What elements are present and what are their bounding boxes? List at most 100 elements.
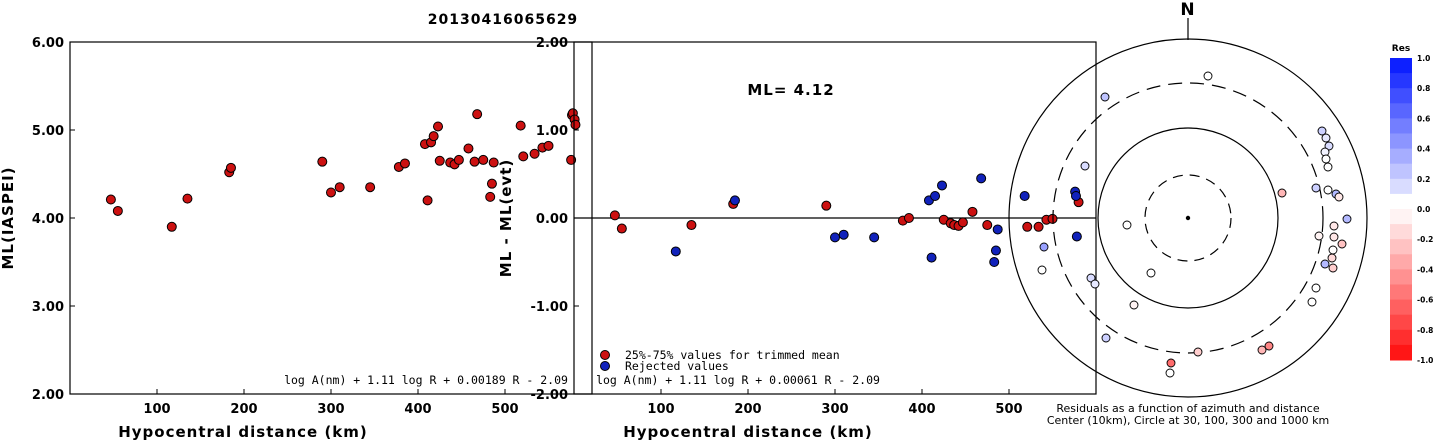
colorbar-cell xyxy=(1390,193,1412,210)
residual-point xyxy=(957,217,968,228)
middle-y-axis-label: ML - ML(evt) xyxy=(497,159,515,277)
residual-point xyxy=(989,257,1000,267)
station-residual-marker xyxy=(1101,333,1111,343)
circle-300km xyxy=(1052,82,1324,354)
y-tick-label: 3.00 xyxy=(32,300,64,315)
x-tick-label: 200 xyxy=(734,402,761,417)
x-tick-label: 100 xyxy=(143,402,170,417)
ml-station-point xyxy=(485,191,496,202)
station-residual-marker xyxy=(1086,273,1096,283)
y-tick-label: 1.00 xyxy=(536,124,568,139)
colorbar-tick-label: 0.2 xyxy=(1417,175,1430,184)
residual-point xyxy=(930,191,941,201)
station-residual-marker xyxy=(1342,214,1352,224)
y-tick-label: 6.00 xyxy=(32,36,64,51)
epicenter-marker xyxy=(1185,215,1191,221)
station-residual-markers xyxy=(1037,71,1352,378)
legend-label: 25%-75% values for trimmed mean xyxy=(625,348,840,362)
ml-station-point xyxy=(463,143,474,154)
y-tick-label: 4.00 xyxy=(32,212,64,227)
residual-point xyxy=(990,245,1001,256)
y-tick-label: 5.00 xyxy=(32,124,64,139)
y-tick-label: -2.00 xyxy=(531,388,568,403)
colorbar-tick-label: -1.0 xyxy=(1417,356,1433,365)
colorbar-cell xyxy=(1390,269,1412,285)
station-residual-marker xyxy=(1329,232,1339,242)
colorbar-cell xyxy=(1390,103,1412,119)
residual-point xyxy=(1022,221,1033,232)
x-tick-label: 400 xyxy=(908,402,935,417)
station-residual-marker xyxy=(1329,221,1339,231)
figure-title: 20130416065629 xyxy=(428,12,578,28)
ml-station-point xyxy=(317,156,328,167)
colorbar-cell xyxy=(1390,178,1412,195)
colorbar-tick-label: 0.4 xyxy=(1417,145,1430,154)
station-residual-marker xyxy=(1264,341,1274,351)
ml-station-point xyxy=(434,155,445,166)
left-data-points xyxy=(105,108,581,232)
residual-point xyxy=(729,195,740,206)
station-residual-marker xyxy=(1100,92,1110,102)
ml-station-point xyxy=(515,120,526,131)
colorbar-tick-label: 1.0 xyxy=(1417,54,1430,63)
station-residual-marker xyxy=(1328,245,1338,255)
ml-station-point xyxy=(326,187,336,198)
left-x-ticks: 100 200 300 400 500 xyxy=(143,389,519,417)
colorbar-tick-label: -0.2 xyxy=(1417,235,1433,244)
station-residual-marker xyxy=(1323,185,1333,195)
residual-point xyxy=(670,246,681,257)
colorbar-tick-label: -0.4 xyxy=(1417,265,1433,274)
middle-data-points xyxy=(609,173,1084,267)
ml-station-point xyxy=(518,151,529,162)
ml-station-point xyxy=(472,109,483,120)
ml-station-point xyxy=(182,193,193,204)
ml-station-point xyxy=(529,148,540,159)
residual-point xyxy=(1071,231,1082,242)
station-residual-marker xyxy=(1090,279,1100,289)
left-x-axis-label: Hypocentral distance (km) xyxy=(118,423,368,441)
station-residual-marker xyxy=(1165,368,1175,378)
station-residual-marker xyxy=(1311,183,1321,193)
residual-point xyxy=(616,223,627,234)
station-residual-marker xyxy=(1317,126,1327,136)
colorbar-cell xyxy=(1390,163,1412,180)
residual-point xyxy=(838,229,849,240)
ml-station-point xyxy=(566,154,577,165)
colorbar-cell xyxy=(1390,73,1412,89)
polar-caption-line2: Center (10km), Circle at 30, 100, 300 an… xyxy=(1047,414,1329,427)
circle-100km xyxy=(1097,127,1279,309)
middle-formula: log A(nm) + 1.11 log R + 0.00061 R - 2.0… xyxy=(596,373,880,387)
station-residual-marker xyxy=(1039,242,1049,252)
middle-x-ticks: 100 200 300 400 500 xyxy=(647,389,1023,417)
residual-point xyxy=(976,173,987,184)
station-residual-marker xyxy=(1146,268,1156,278)
colorbar-tick-label: 0.6 xyxy=(1417,114,1430,123)
colorbar-cell xyxy=(1390,299,1412,316)
ml-station-point xyxy=(488,157,499,168)
colorbar-cell xyxy=(1390,58,1412,74)
colorbar-cells xyxy=(1390,58,1412,361)
residual-colorbar: Res 1.0 0.8 0.6 0.4 0.2 0.0 -0.2 -0.4 -0.6 -0.8 -1… xyxy=(1390,44,1433,365)
ml-station-point xyxy=(225,162,236,173)
y-tick-label: 2.00 xyxy=(32,388,64,403)
legend-marker xyxy=(600,350,610,360)
middle-legend: 25%-75% values for trimmed meanRejected … xyxy=(600,348,840,373)
x-tick-label: 500 xyxy=(995,402,1022,417)
station-residual-marker xyxy=(1328,263,1338,273)
middle-y-ticks: -2.00 -1.00 0.00 1.00 2.00 xyxy=(531,36,579,403)
ml-station-point xyxy=(399,158,410,169)
ml-vs-distance-panel: 100 200 300 400 500 2.00 3.00 4.00 5.00 6.00 log… xyxy=(0,36,593,441)
residual-point xyxy=(926,252,937,263)
ml-station-point xyxy=(570,119,581,130)
polar-caption-line1: Residuals as a function of azimuth and d… xyxy=(1056,402,1319,415)
residual-point xyxy=(830,232,840,243)
residual-point xyxy=(1019,191,1030,201)
y-tick-label: 0.00 xyxy=(536,212,568,227)
left-formula: log A(nm) + 1.11 log R + 0.00189 R - 2.0… xyxy=(284,373,568,387)
colorbar-cell xyxy=(1390,254,1412,270)
ml-station-point xyxy=(453,154,464,165)
station-residual-marker xyxy=(1321,154,1331,164)
ml-station-point xyxy=(486,178,497,189)
station-residual-marker xyxy=(1129,300,1139,310)
